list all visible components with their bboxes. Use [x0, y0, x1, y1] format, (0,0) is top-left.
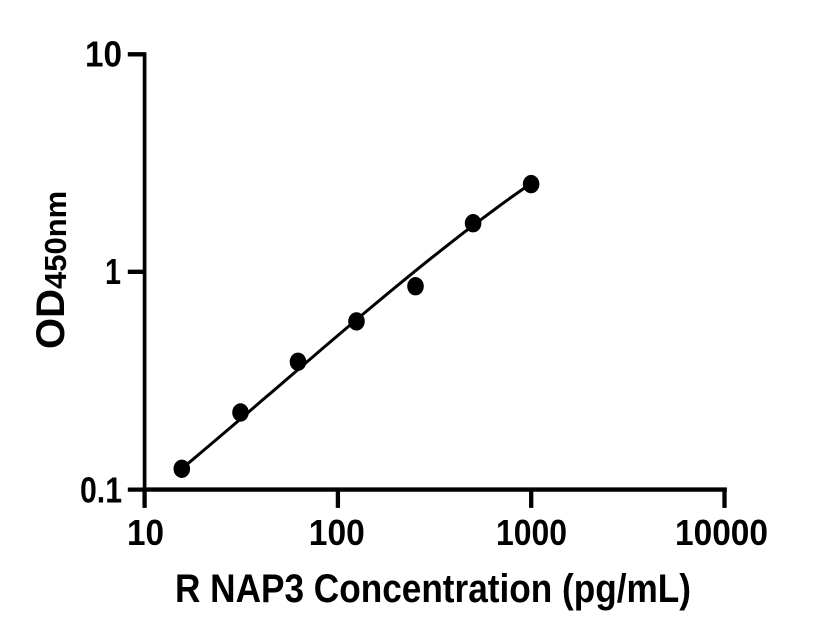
svg-text:10: 10	[85, 34, 122, 75]
svg-text:100: 100	[309, 512, 365, 553]
svg-text:R NAP3 Concentration (pg/mL): R NAP3 Concentration (pg/mL)	[175, 567, 691, 611]
svg-text:0.1: 0.1	[80, 469, 122, 510]
svg-text:10000: 10000	[675, 512, 768, 553]
svg-text:1000: 1000	[496, 512, 567, 553]
svg-text:10: 10	[127, 512, 164, 553]
svg-text:1: 1	[105, 251, 121, 292]
